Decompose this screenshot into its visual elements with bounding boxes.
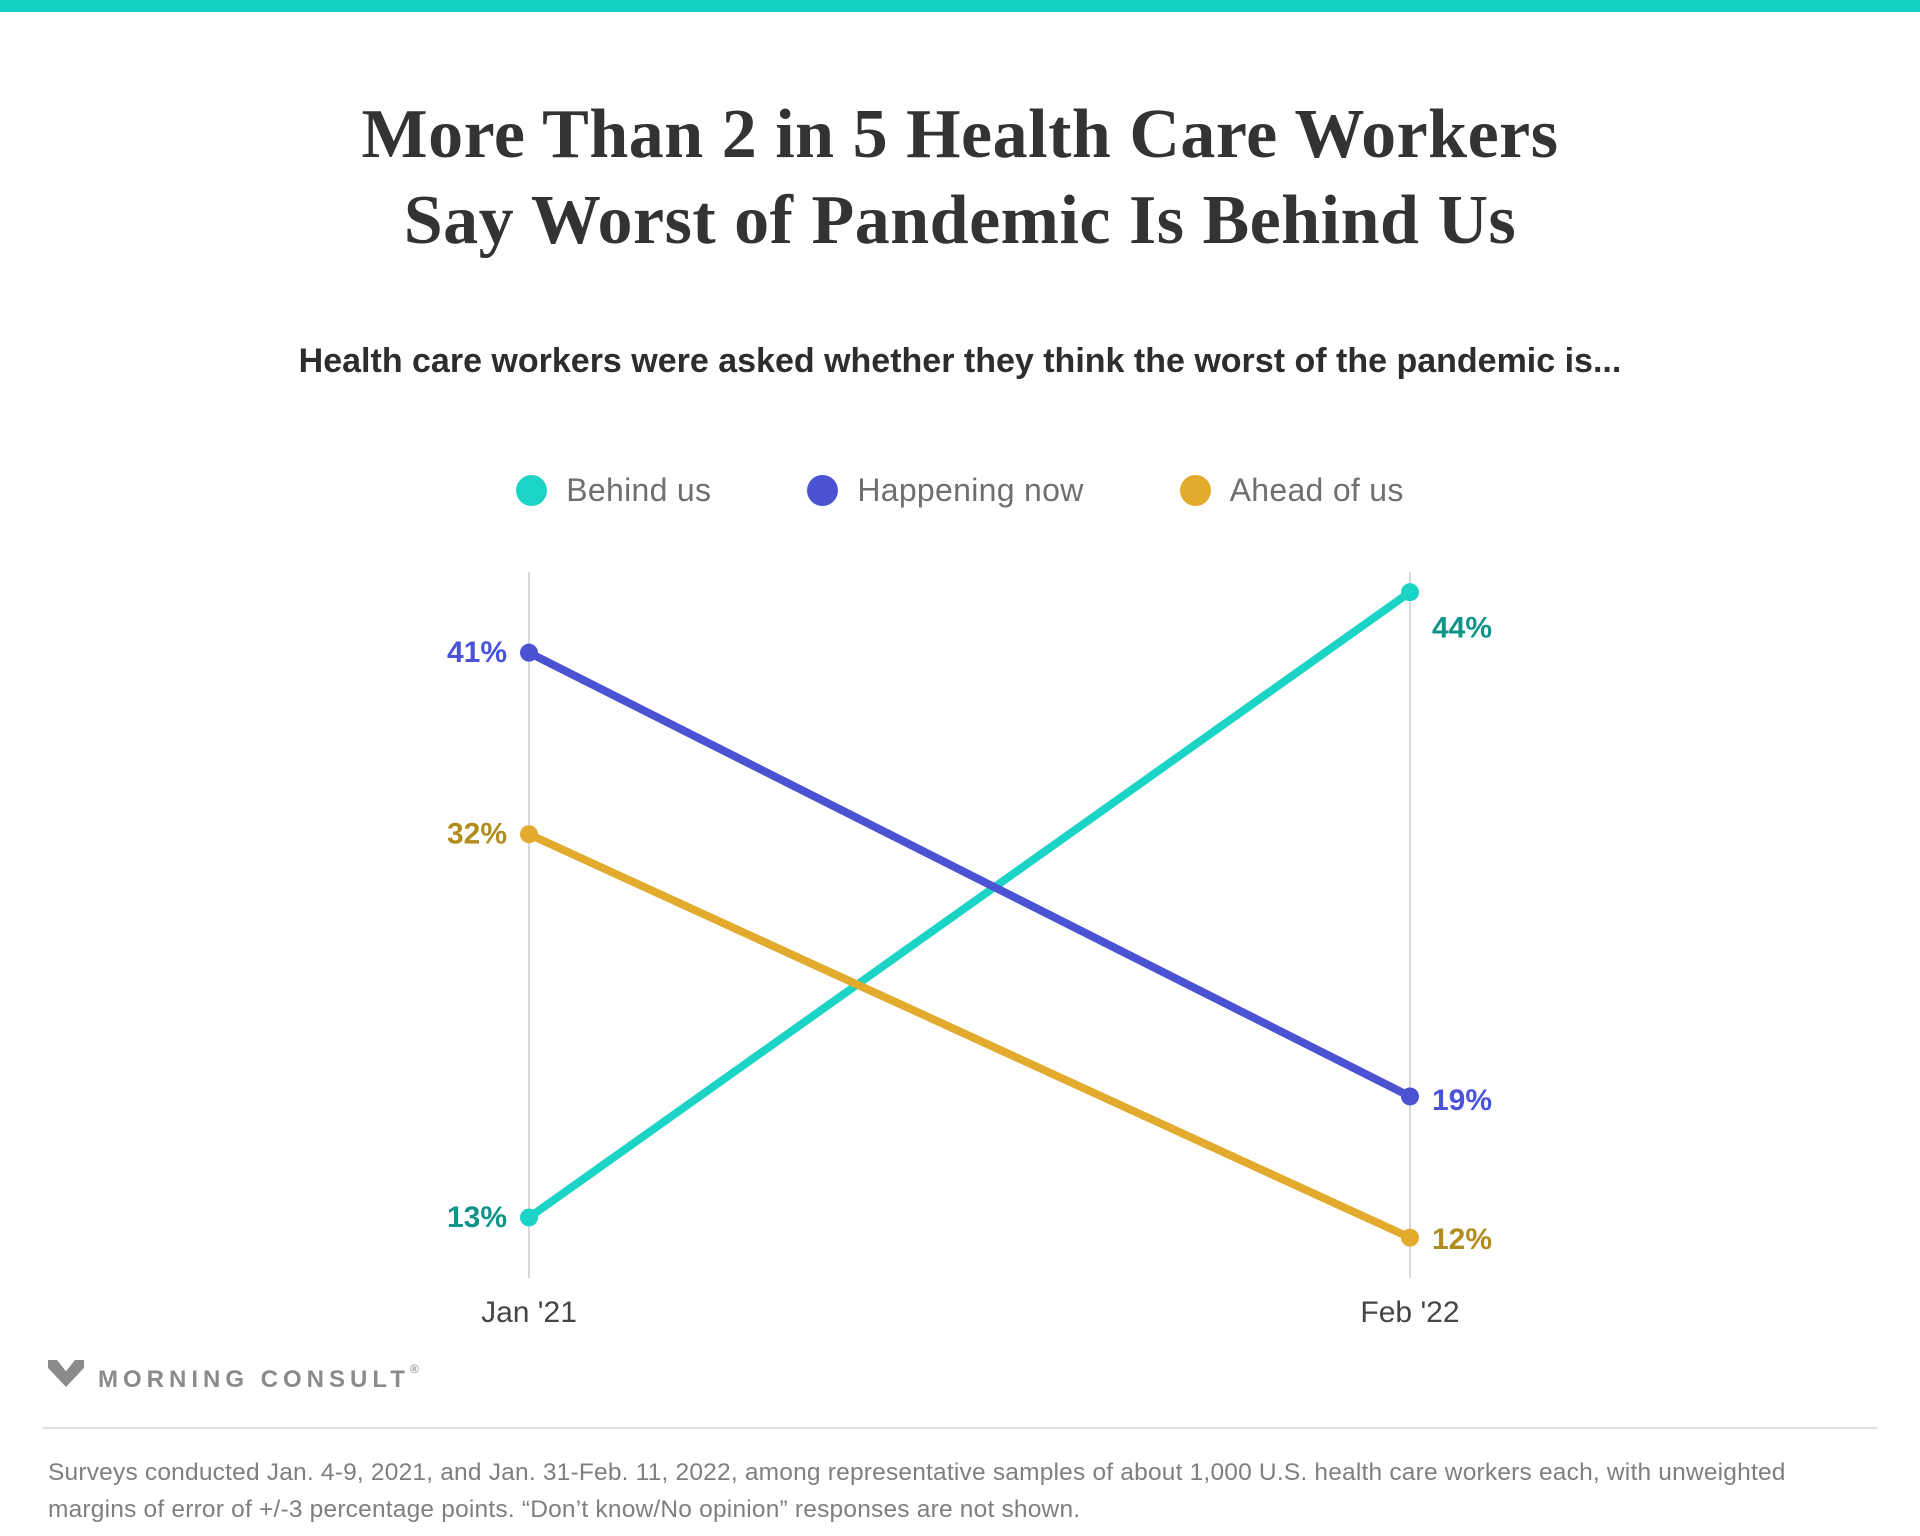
chart-legend: Behind us Happening now Ahead of us <box>0 464 1920 516</box>
slope-chart: 13% 44% 32% 12% 41% 19% Jan '21 Feb '22 <box>0 540 1920 1352</box>
series-line-happening-now <box>525 648 1414 1101</box>
page-title: More Than 2 in 5 Health Care Workers Say… <box>0 92 1920 264</box>
value-label-happening-now-start: 41% <box>447 636 507 669</box>
legend-label: Ahead of us <box>1229 471 1404 508</box>
morning-consult-logo: MORNING CONSULT® <box>48 1358 419 1398</box>
legend-item-ahead-of-us: Ahead of us <box>1179 471 1404 509</box>
legend-item-happening-now: Happening now <box>807 472 1083 509</box>
legend-dot-ahead-of-us <box>1179 474 1211 506</box>
point-happening-now-feb-22 <box>1401 1087 1419 1106</box>
series-line-ahead-of-us <box>525 830 1414 1242</box>
point-happening-now-jan-21 <box>520 643 538 662</box>
top-accent-bar <box>0 0 1920 12</box>
series-line-behind-us <box>525 588 1414 1222</box>
morning-consult-logo-text: MORNING CONSULT® <box>98 1362 419 1393</box>
point-behind-us-jan-21 <box>520 1208 538 1227</box>
value-label-behind-us-start: 13% <box>447 1201 507 1234</box>
legend-label: Behind us <box>566 471 712 508</box>
value-label-ahead-of-us-end: 12% <box>1432 1223 1492 1256</box>
point-behind-us-feb-22 <box>1401 583 1419 602</box>
legend-label: Happening now <box>857 471 1084 508</box>
page-title-line-2: Say Worst of Pandemic Is Behind Us <box>403 182 1517 259</box>
chart-subtitle: Health care workers were asked whether t… <box>298 342 1622 380</box>
legend-dot-happening-now <box>807 474 839 506</box>
point-ahead-of-us-feb-22 <box>1401 1228 1419 1247</box>
morning-consult-m-icon <box>48 1360 84 1387</box>
survey-footnote: Surveys conducted Jan. 4-9, 2021, and Ja… <box>48 1459 1786 1523</box>
page-title-line-1: More Than 2 in 5 Health Care Workers <box>361 96 1559 173</box>
legend-dot-behind-us <box>516 474 548 506</box>
legend-item-behind-us: Behind us <box>516 472 711 509</box>
value-label-behind-us-end: 44% <box>1432 612 1492 645</box>
x-tick-label-jan-21: Jan '21 <box>481 1296 577 1329</box>
value-label-happening-now-end: 19% <box>1432 1084 1492 1117</box>
chart-canvas: 13% 44% 32% 12% 41% 19% Jan '21 Feb '22 <box>447 572 1492 1329</box>
x-tick-label-feb-22: Feb '22 <box>1360 1296 1459 1329</box>
value-label-ahead-of-us-start: 32% <box>447 818 507 851</box>
footer-divider <box>42 1427 1878 1429</box>
registered-trademark-mark: ® <box>409 1362 419 1376</box>
point-ahead-of-us-jan-21 <box>520 825 538 844</box>
